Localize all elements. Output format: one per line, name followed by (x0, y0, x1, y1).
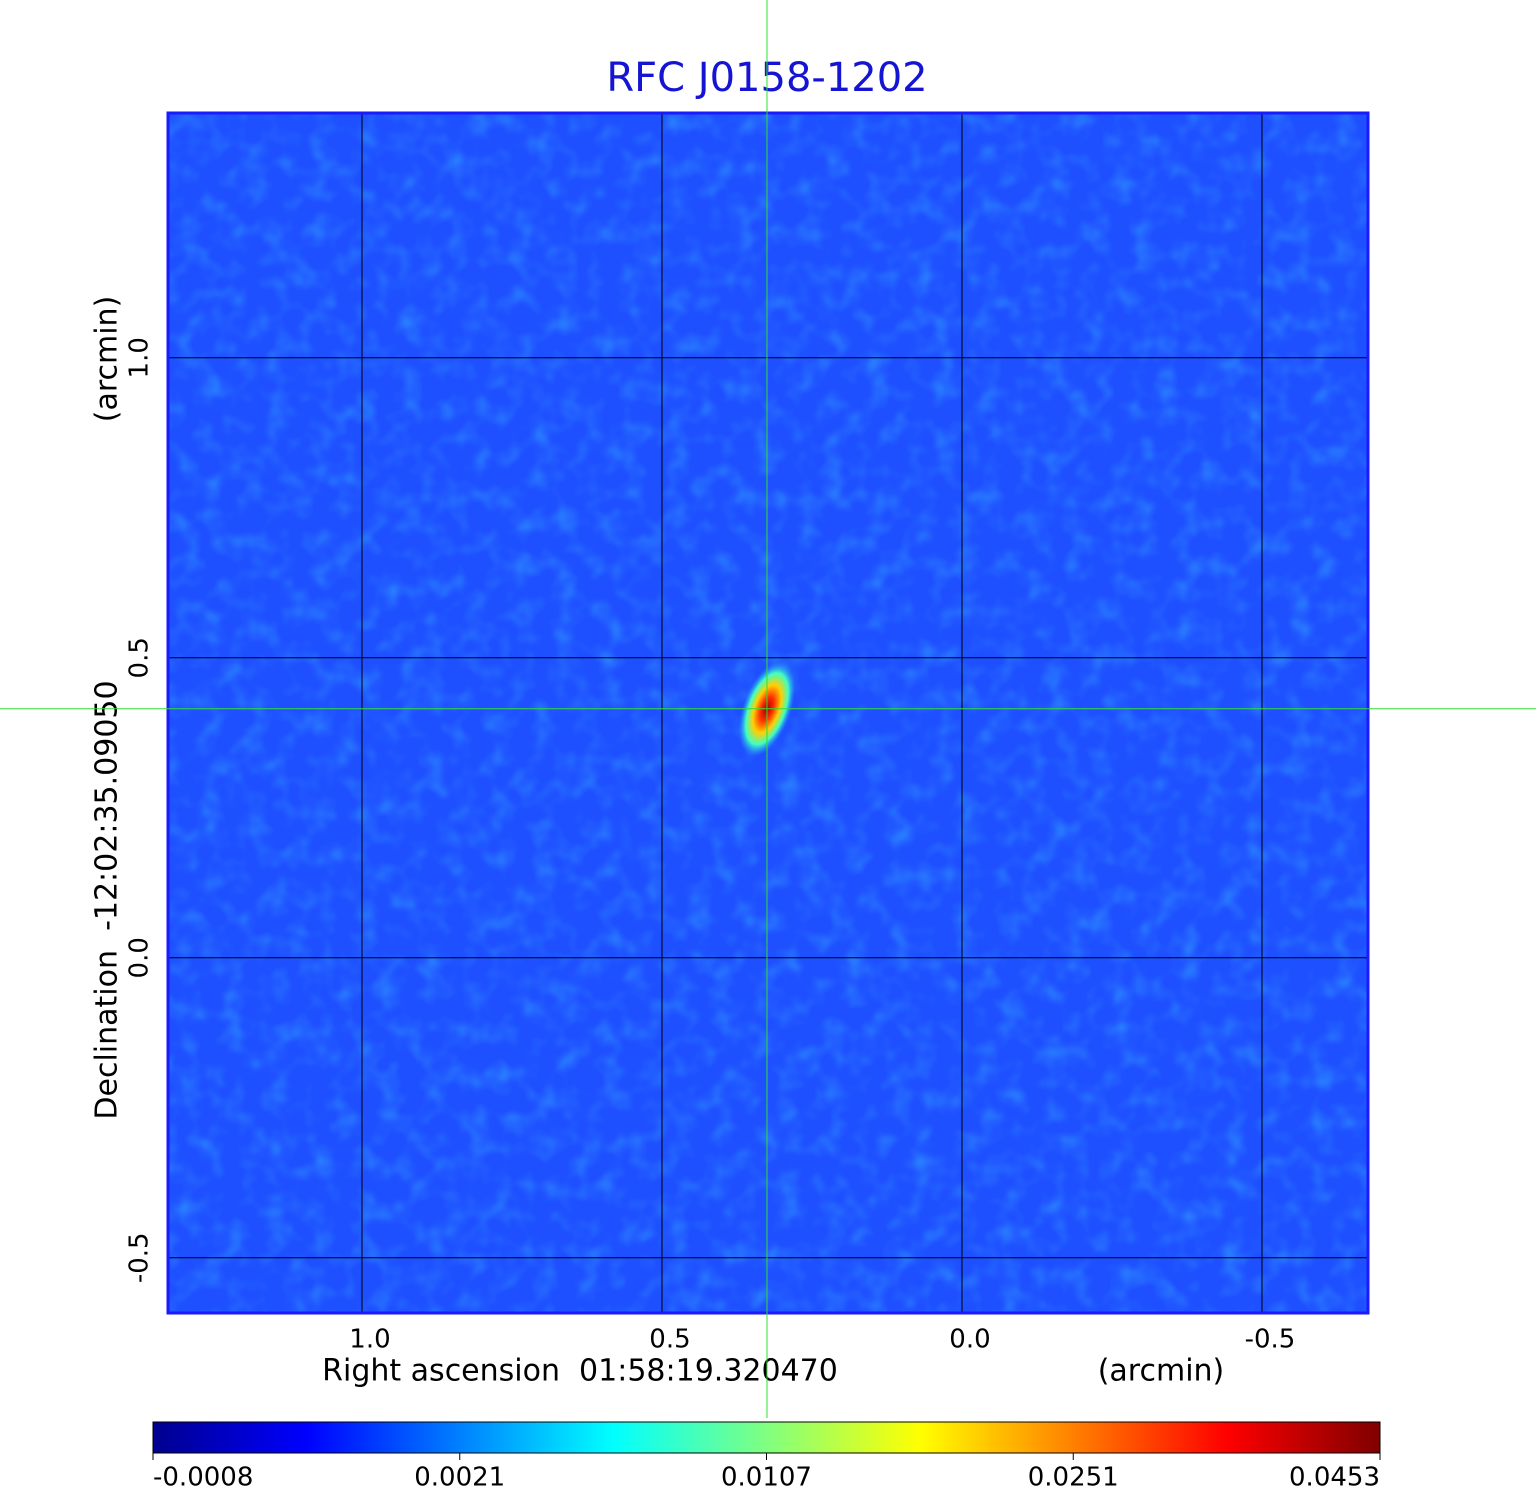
y-axis-label: Declination -12:02:35.09050 (90, 680, 125, 1119)
colorbar-tick-label: 0.0453 (1289, 1463, 1380, 1493)
colorbar (152, 1421, 1381, 1454)
x-tick-label: 1.0 (349, 1325, 390, 1355)
y-tick-label: 1.0 (125, 337, 155, 378)
x-axis-label: Right ascension 01:58:19.320470 (322, 1354, 838, 1389)
y-tick-label: 0.5 (125, 637, 155, 678)
colorbar-tick-label: -0.0008 (153, 1463, 253, 1493)
x-axis-unit: (arcmin) (1098, 1354, 1225, 1389)
x-tick-label: 0.5 (649, 1325, 690, 1355)
y-tick-label: 0.0 (125, 937, 155, 978)
colorbar-tick-label: 0.0021 (414, 1463, 505, 1493)
y-axis-unit: (arcmin) (90, 296, 125, 423)
colorbar-tick-label: 0.0251 (1028, 1463, 1119, 1493)
colorbar-tick-label: 0.0107 (721, 1463, 812, 1493)
x-tick-label: -0.5 (1245, 1325, 1296, 1355)
plot-border (166, 111, 1370, 1315)
y-tick-label: -0.5 (125, 1232, 155, 1283)
x-tick-label: 0.0 (949, 1325, 990, 1355)
